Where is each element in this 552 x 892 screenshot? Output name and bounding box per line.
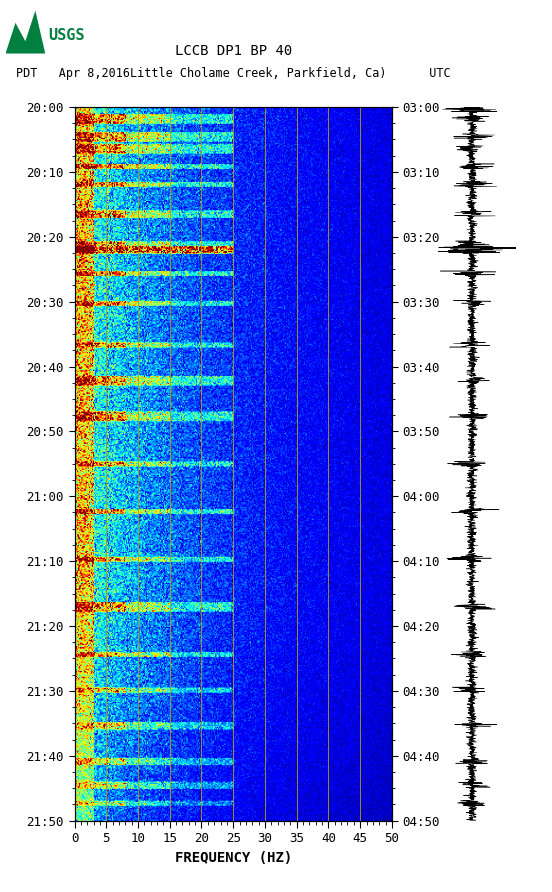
Polygon shape bbox=[6, 11, 45, 54]
Text: USGS: USGS bbox=[49, 28, 85, 43]
Text: LCCB DP1 BP 40: LCCB DP1 BP 40 bbox=[174, 44, 292, 58]
X-axis label: FREQUENCY (HZ): FREQUENCY (HZ) bbox=[174, 851, 292, 865]
Text: PDT   Apr 8,2016Little Cholame Creek, Parkfield, Ca)      UTC: PDT Apr 8,2016Little Cholame Creek, Park… bbox=[16, 67, 450, 80]
